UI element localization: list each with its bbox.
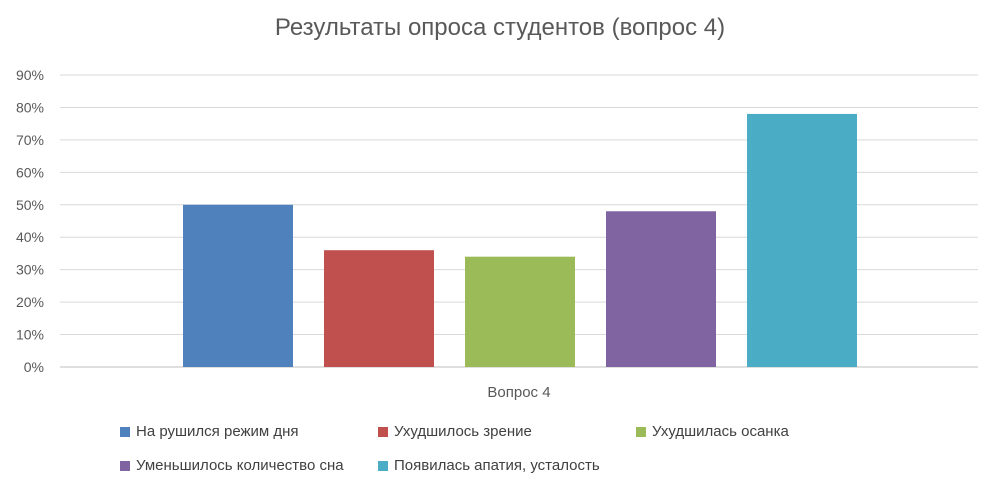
bar: [465, 256, 575, 367]
bar: [324, 250, 434, 367]
bar: [606, 211, 716, 367]
legend-item: Появилась апатия, усталость: [378, 457, 600, 474]
legend-swatch: [120, 426, 130, 437]
legend-label: На рушился режим дня: [136, 423, 299, 440]
bar: [747, 113, 857, 367]
y-tick-label: 0%: [24, 359, 44, 375]
legend-swatch: [120, 460, 130, 471]
bar: [183, 204, 293, 367]
legend-item: На рушился режим дня: [120, 423, 299, 440]
legend-item: Уменьшилось количество сна: [120, 457, 344, 474]
y-tick-label: 90%: [16, 67, 44, 83]
y-tick-label: 80%: [16, 99, 44, 115]
y-tick-label: 50%: [16, 197, 44, 213]
x-axis-ticks: Вопрос 4: [487, 384, 550, 401]
y-axis-ticks: 0% 10% 20% 30% 40% 50% 60% 70% 80% 90%: [16, 67, 44, 375]
legend-swatch: [378, 460, 388, 471]
y-tick-label: 40%: [16, 229, 44, 245]
legend-label: Появилась апатия, усталость: [394, 457, 600, 474]
y-tick-label: 20%: [16, 294, 44, 310]
legend-label: Ухудшилось зрение: [394, 423, 532, 440]
y-tick-label: 70%: [16, 132, 44, 148]
x-tick-label: Вопрос 4: [487, 384, 550, 401]
legend-swatch: [378, 426, 388, 437]
bars: [183, 113, 857, 367]
legend-item: Ухудшилось зрение: [378, 423, 532, 440]
legend-item: Ухудшилась осанка: [636, 423, 789, 440]
y-tick-label: 10%: [16, 327, 44, 343]
legend-swatch: [636, 426, 646, 437]
y-tick-label: 30%: [16, 262, 44, 278]
legend-label: Уменьшилось количество сна: [136, 457, 344, 474]
legend-label: Ухудшилась осанка: [652, 423, 789, 440]
chart-title: Результаты опроса студентов (вопрос 4): [274, 14, 726, 41]
y-tick-label: 60%: [16, 164, 44, 180]
